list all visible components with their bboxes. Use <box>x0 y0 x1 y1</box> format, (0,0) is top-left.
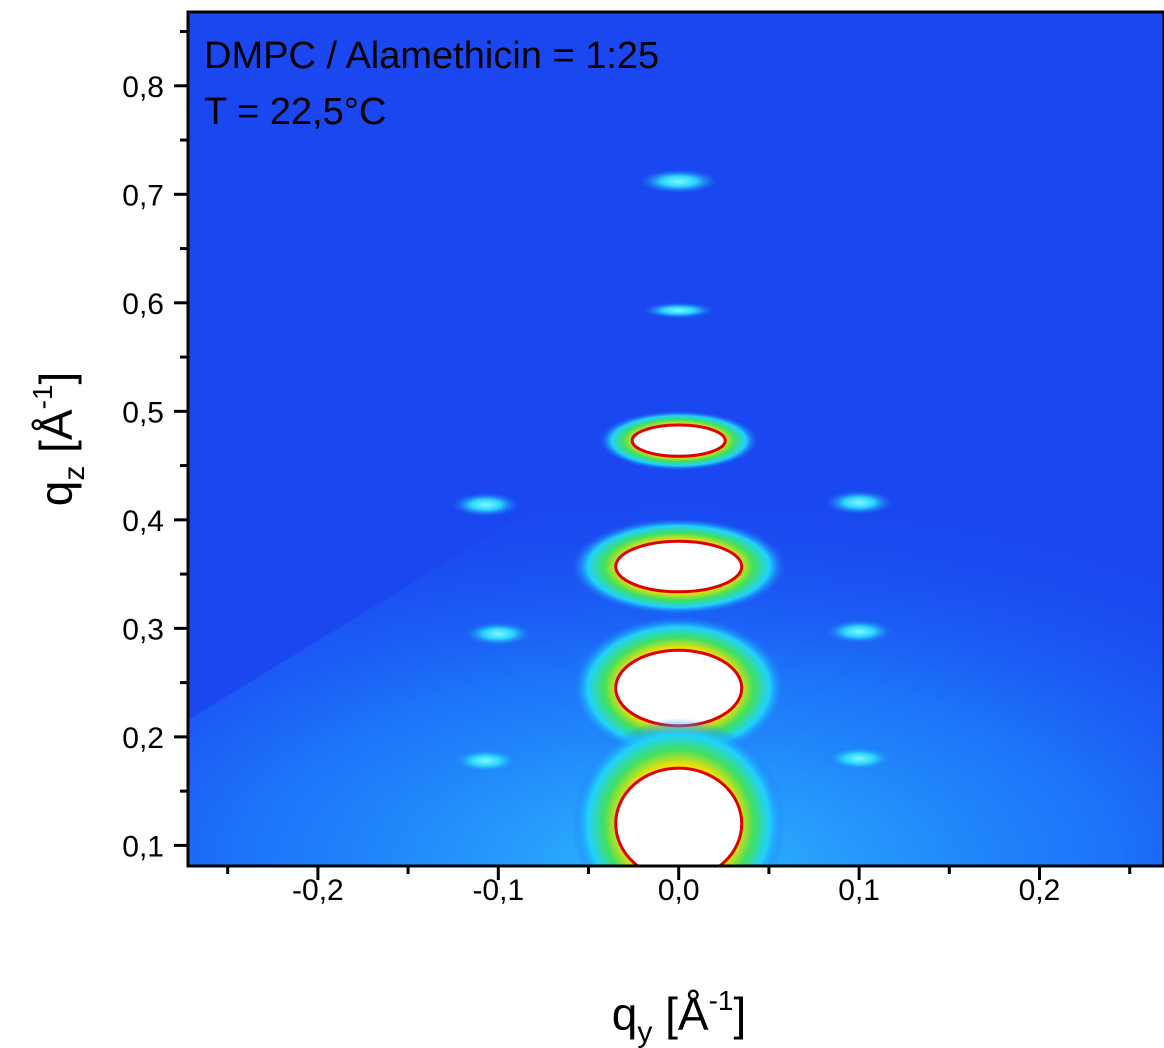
plot-frame <box>186 10 1164 868</box>
y-tick-label: 0,8 <box>122 71 164 104</box>
peak <box>571 518 786 615</box>
x-tick-label: -0,2 <box>292 874 344 907</box>
peak-spot <box>638 169 719 194</box>
peak <box>825 746 894 771</box>
peak-core <box>614 648 744 728</box>
annotation: T = 22,5°C <box>204 91 386 133</box>
y-tick-label: 0,1 <box>122 830 164 863</box>
axis-label-sup: -1 <box>709 985 734 1016</box>
peak-spot <box>451 492 520 517</box>
axis-label-main: q <box>30 481 82 507</box>
x-tick-label: 0,0 <box>658 874 700 907</box>
axis-label-unit: [Å <box>30 409 82 466</box>
axis-label-sub: y <box>637 1016 652 1048</box>
axis-label-sub: z <box>58 466 91 481</box>
y-tick-label: 0,5 <box>122 396 164 429</box>
peak-core <box>614 766 744 866</box>
x-tick-label: 0,1 <box>838 874 880 907</box>
peak <box>599 411 758 471</box>
plot-area <box>188 12 1164 866</box>
annotation: DMPC / Alamethicin = 1:25 <box>204 35 659 77</box>
x-axis-label: qy [Å-1] <box>612 985 747 1048</box>
y-tick-label: 0,3 <box>122 613 164 646</box>
peak <box>825 619 894 644</box>
peak-spot <box>642 302 715 319</box>
peak <box>451 492 520 517</box>
peak <box>642 302 715 319</box>
axis-label-unit: [Å <box>652 988 709 1040</box>
y-tick-label: 0,7 <box>122 179 164 212</box>
y-tick-label: 0,6 <box>122 288 164 321</box>
axis-label-close: ] <box>733 988 746 1040</box>
axis-label-main: q <box>612 988 638 1040</box>
peak-spot <box>825 746 894 771</box>
axis-label-sup: -1 <box>27 385 58 410</box>
axis-label-close: ] <box>30 372 82 385</box>
peak <box>825 490 894 515</box>
y-axis-label: qz [Å-1] <box>27 372 91 507</box>
x-tick-label: 0,2 <box>1019 874 1061 907</box>
peak <box>571 616 786 760</box>
peak-core <box>630 423 727 458</box>
peak-spot <box>464 621 533 646</box>
peak-spot <box>451 748 520 773</box>
peak <box>571 718 786 866</box>
peak <box>464 621 533 646</box>
peak <box>451 748 520 773</box>
peak-spot <box>825 490 894 515</box>
peak <box>638 169 719 194</box>
y-tick-label: 0,2 <box>122 722 164 755</box>
y-tick-label: 0,4 <box>122 505 164 538</box>
peak-core <box>614 539 744 594</box>
x-tick-label: -0,1 <box>472 874 524 907</box>
peak-spot <box>825 619 894 644</box>
